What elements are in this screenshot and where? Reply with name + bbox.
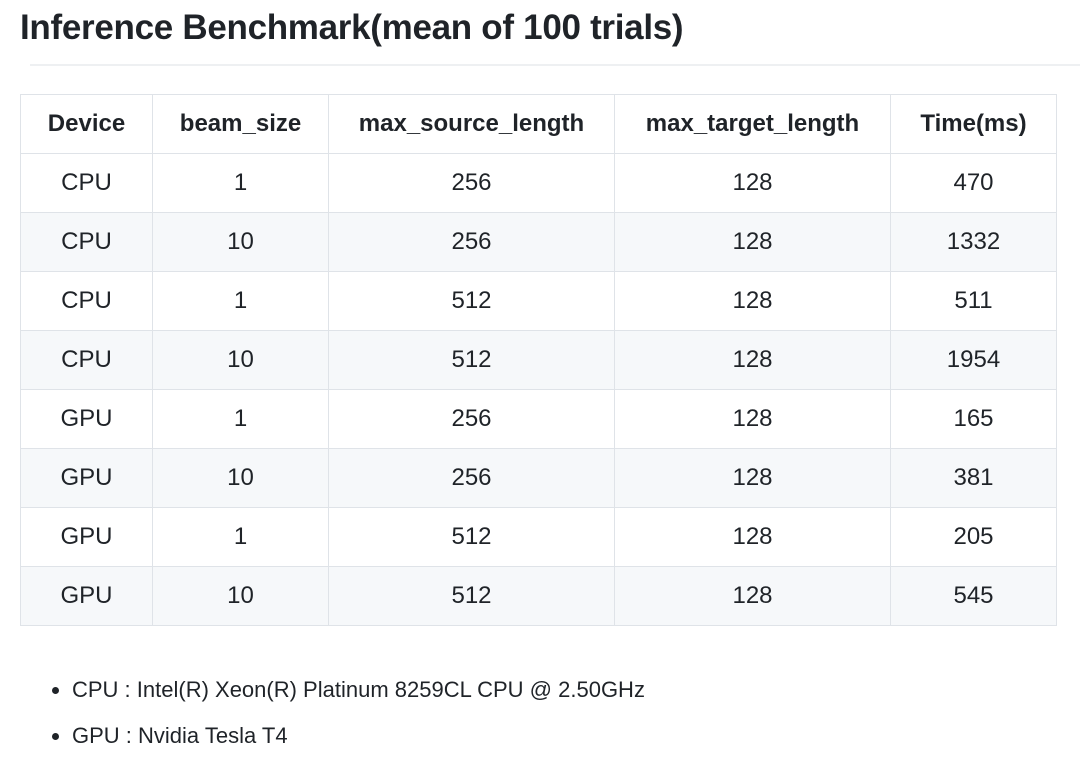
table-cell: 1 bbox=[152, 271, 329, 331]
table-cell: 1 bbox=[152, 153, 329, 213]
column-header: max_source_length bbox=[328, 94, 615, 154]
table-cell: 1954 bbox=[890, 330, 1057, 390]
table-row: CPU 10 512 128 1954 bbox=[20, 330, 1057, 390]
table-cell: 128 bbox=[614, 212, 891, 272]
table-cell: 165 bbox=[890, 389, 1057, 449]
table-cell: 511 bbox=[890, 271, 1057, 331]
header-row: Device beam_size max_source_length max_targ… bbox=[20, 94, 1057, 154]
table-cell: 1 bbox=[152, 389, 329, 449]
table-row: GPU 1 512 128 205 bbox=[20, 507, 1057, 567]
table-cell: GPU bbox=[20, 507, 153, 567]
table-cell: 128 bbox=[614, 330, 891, 390]
benchmark-table: Device beam_size max_source_length max_targ… bbox=[20, 94, 1057, 626]
table-cell: 128 bbox=[614, 448, 891, 508]
table-cell: 128 bbox=[614, 271, 891, 331]
table-row: GPU 10 512 128 545 bbox=[20, 566, 1057, 626]
table-cell: 470 bbox=[890, 153, 1057, 213]
table-row: CPU 10 256 128 1332 bbox=[20, 212, 1057, 272]
table-cell: 512 bbox=[328, 507, 615, 567]
table-cell: 128 bbox=[614, 507, 891, 567]
note-item: GPU : Nvidia Tesla T4 bbox=[72, 714, 645, 760]
table-cell: CPU bbox=[20, 271, 153, 331]
table-cell: 128 bbox=[614, 566, 891, 626]
title-rule bbox=[30, 64, 1080, 66]
table-row: CPU 1 256 128 470 bbox=[20, 153, 1057, 213]
table-cell: 381 bbox=[890, 448, 1057, 508]
table-body: CPU 1 256 128 470 CPU 10 256 128 1332 CPU 1 512 128 51… bbox=[20, 153, 1057, 626]
table-row: GPU 1 256 128 165 bbox=[20, 389, 1057, 449]
table-cell: GPU bbox=[20, 566, 153, 626]
column-header: Device bbox=[20, 94, 153, 154]
table-cell: 205 bbox=[890, 507, 1057, 567]
table-cell: 512 bbox=[328, 566, 615, 626]
table-cell: 128 bbox=[614, 389, 891, 449]
table-cell: 256 bbox=[328, 212, 615, 272]
table-cell: 256 bbox=[328, 448, 615, 508]
notes-list: CPU : Intel(R) Xeon(R) Platinum 8259CL C… bbox=[30, 668, 645, 760]
table-cell: 256 bbox=[328, 153, 615, 213]
table-cell: 1332 bbox=[890, 212, 1057, 272]
table-cell: 10 bbox=[152, 330, 329, 390]
table-cell: CPU bbox=[20, 212, 153, 272]
table-cell: 512 bbox=[328, 330, 615, 390]
table-cell: GPU bbox=[20, 448, 153, 508]
column-header: beam_size bbox=[152, 94, 329, 154]
note-item: CPU : Intel(R) Xeon(R) Platinum 8259CL C… bbox=[72, 668, 645, 714]
table-cell: CPU bbox=[20, 153, 153, 213]
table-row: CPU 1 512 128 511 bbox=[20, 271, 1057, 331]
table-cell: 545 bbox=[890, 566, 1057, 626]
table-cell: 10 bbox=[152, 566, 329, 626]
column-header: Time(ms) bbox=[890, 94, 1057, 154]
table-cell: 128 bbox=[614, 153, 891, 213]
table-cell: 256 bbox=[328, 389, 615, 449]
table-cell: GPU bbox=[20, 389, 153, 449]
table-cell: CPU bbox=[20, 330, 153, 390]
table-cell: 10 bbox=[152, 212, 329, 272]
column-header: max_target_length bbox=[614, 94, 891, 154]
table-cell: 1 bbox=[152, 507, 329, 567]
title: Inference Benchmark(mean of 100 trials) bbox=[20, 8, 684, 47]
table-cell: 10 bbox=[152, 448, 329, 508]
table-cell: 512 bbox=[328, 271, 615, 331]
table-row: GPU 10 256 128 381 bbox=[20, 448, 1057, 508]
